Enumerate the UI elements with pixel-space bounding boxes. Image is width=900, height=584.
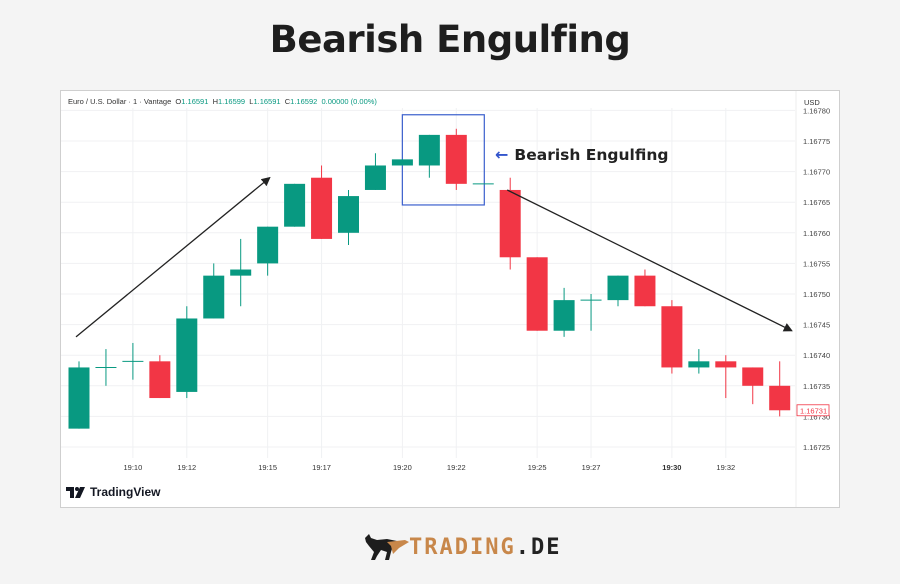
x-tick-label: 19:22: [447, 463, 466, 472]
open-value: 1.16591: [181, 97, 209, 106]
symbol-legend: Euro / U.S. Dollar · 1 · Vantage O1.1659…: [68, 97, 377, 106]
y-tick-label: 1.16735: [803, 382, 830, 391]
candle-bearish[interactable]: [661, 306, 683, 368]
tradingview-logo[interactable]: TradingView: [66, 485, 160, 499]
candle-bullish[interactable]: [553, 300, 575, 331]
logo-text-de: .DE: [515, 534, 562, 560]
candle-bullish[interactable]: [257, 226, 279, 264]
x-tick-label: 19:27: [582, 463, 601, 472]
close-label: C: [284, 97, 291, 106]
page-title: Bearish Engulfing: [269, 18, 631, 61]
y-tick-label: 1.16745: [803, 321, 830, 330]
trading-de-logo: TRADING .DE: [363, 532, 561, 562]
close-value: 1.16592: [290, 97, 318, 106]
candle-bearish[interactable]: [311, 177, 333, 239]
y-tick-label: 1.16775: [803, 137, 830, 146]
y-tick-label: 1.16770: [803, 168, 830, 177]
y-tick-label: 1.16740: [803, 351, 830, 360]
x-tick-label: 19:15: [258, 463, 277, 472]
tradingview-icon: [66, 486, 85, 498]
candle-bearish[interactable]: [715, 361, 737, 368]
y-tick-label: 1.16750: [803, 290, 830, 299]
candle-bearish[interactable]: [499, 189, 521, 258]
x-tick-label: 19:17: [312, 463, 331, 472]
candle-bullish[interactable]: [607, 275, 629, 301]
trend-arrow-up: [75, 176, 271, 338]
candle-bullish[interactable]: [68, 367, 90, 429]
x-tick-label: 19:30: [662, 463, 681, 472]
x-tick-label: 19:25: [528, 463, 547, 472]
currency-label[interactable]: USD: [804, 98, 820, 107]
candle-bullish[interactable]: [688, 361, 710, 368]
candle-bullish[interactable]: [338, 196, 359, 233]
low-label: L: [249, 97, 254, 106]
candle-bearish[interactable]: [149, 361, 171, 399]
bull-icon: [365, 534, 409, 560]
candle-bullish[interactable]: [284, 183, 306, 227]
candle-bullish[interactable]: [364, 165, 386, 190]
high-value: 1.16599: [217, 97, 246, 106]
candle-bullish[interactable]: [230, 269, 252, 276]
tradingview-label: TradingView: [90, 485, 161, 499]
y-tick-label: 1.16755: [803, 259, 830, 268]
y-tick-label: 1.16725: [803, 443, 830, 452]
low-value: 1.16591: [253, 97, 281, 106]
y-tick-label: 1.16780: [803, 106, 830, 115]
annotation-label: Bearish Engulfing: [514, 145, 669, 164]
high-label: H: [212, 97, 218, 106]
symbol-name: Euro / U.S. Dollar · 1 · Vantage: [68, 97, 172, 106]
pattern-annotation: ← Bearish Engulfing: [495, 145, 669, 164]
y-tick-label: 1.16765: [803, 198, 830, 207]
candle-bearish[interactable]: [526, 257, 548, 331]
pattern-highlight-box: [401, 114, 485, 206]
x-tick-label: 19:10: [124, 463, 143, 472]
change-value: 0.00000 (0.00%): [321, 97, 377, 106]
x-tick-label: 19:12: [177, 463, 196, 472]
last-price-label: 1.16731: [800, 406, 827, 415]
candle-bearish[interactable]: [445, 134, 467, 184]
candle-bullish[interactable]: [418, 134, 440, 166]
candle-bullish[interactable]: [391, 159, 413, 166]
logo-text-trading: TRADING: [409, 534, 516, 560]
y-tick-label: 1.16730: [803, 412, 830, 421]
candle-bullish[interactable]: [203, 275, 225, 319]
trend-arrow-down: [506, 189, 793, 332]
left-arrow-icon: ←: [495, 145, 509, 164]
candle-bearish[interactable]: [769, 385, 791, 411]
y-tick-label: 1.16760: [803, 229, 830, 238]
candle-bearish[interactable]: [634, 275, 656, 307]
candle-bullish[interactable]: [176, 318, 198, 392]
x-tick-label: 19:20: [393, 463, 412, 472]
last-price-badge: [796, 404, 830, 417]
x-tick-label: 19:32: [716, 463, 735, 472]
candle-bearish[interactable]: [742, 367, 764, 386]
open-label: O: [175, 97, 182, 106]
